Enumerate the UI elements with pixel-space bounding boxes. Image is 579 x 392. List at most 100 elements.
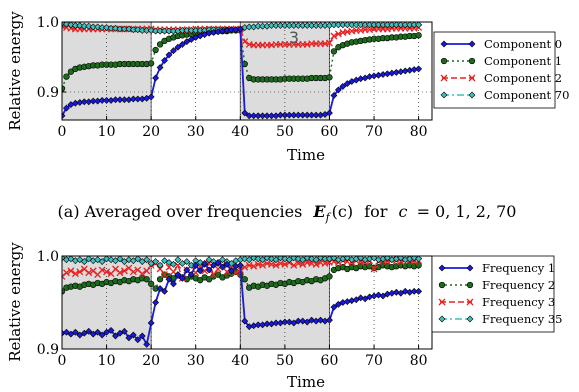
legend-label: Frequency 35 xyxy=(482,312,563,326)
data-point xyxy=(178,40,186,48)
data-point xyxy=(375,22,382,29)
data-point xyxy=(326,109,333,117)
legend-entry: Frequency 1 xyxy=(438,261,555,275)
data-point xyxy=(170,260,177,268)
data-point xyxy=(259,261,267,269)
legend-entry: Component 1 xyxy=(440,54,562,68)
caption-math-arg: (c) xyxy=(332,202,353,221)
data-point xyxy=(227,267,235,275)
data-point xyxy=(281,318,289,326)
data-point xyxy=(125,25,133,33)
data-point xyxy=(366,22,374,29)
data-point xyxy=(410,256,418,262)
data-point xyxy=(250,256,258,262)
data-point xyxy=(103,256,111,263)
data-point xyxy=(174,256,182,264)
data-point xyxy=(308,111,316,119)
legend-marker xyxy=(468,40,476,48)
data-point xyxy=(330,32,338,40)
data-point xyxy=(201,260,209,267)
data-point xyxy=(196,267,204,275)
data-point xyxy=(254,112,262,120)
x-tick-labels: 0 10 20 30 40 50 60 70 80 xyxy=(58,353,428,369)
data-point xyxy=(134,95,142,103)
data-point xyxy=(272,22,280,29)
data-point xyxy=(290,111,298,119)
data-point xyxy=(134,256,142,263)
data-point xyxy=(125,256,133,264)
data-point xyxy=(290,22,298,29)
data-point xyxy=(290,256,298,262)
data-point xyxy=(214,271,222,278)
data-point xyxy=(392,22,400,29)
x-tick-label: 0 xyxy=(58,124,67,140)
data-point xyxy=(71,328,79,336)
data-point xyxy=(210,261,217,269)
data-point xyxy=(343,22,351,29)
data-point xyxy=(241,38,249,46)
data-point xyxy=(80,98,88,106)
data-point xyxy=(187,36,195,43)
chart-bottom: 0 10 20 30 40 50 60 70 80 0.9 1.0 Time Relative e… xyxy=(6,242,563,391)
caption-math-symbol: E xyxy=(312,202,326,221)
y-axis-label: Relative energy xyxy=(6,242,24,362)
legend-label: Frequency 3 xyxy=(482,295,555,309)
legend-entry: Component 2 xyxy=(440,71,562,85)
data-point xyxy=(98,258,106,266)
data-point xyxy=(219,263,226,271)
x-tick-label: 10 xyxy=(98,353,116,369)
data-point xyxy=(85,22,93,30)
data-point xyxy=(281,260,289,268)
data-point xyxy=(196,259,204,266)
legend-marker xyxy=(468,74,476,82)
data-point xyxy=(415,256,423,263)
data-point xyxy=(357,256,365,262)
data-point xyxy=(161,287,168,295)
data-point xyxy=(330,92,338,99)
data-point xyxy=(290,261,298,269)
chart-top: 0 10 20 30 40 50 60 70 80 0.9 1.0 Time Relative e… xyxy=(6,11,569,164)
x-tick-label: 70 xyxy=(365,124,383,140)
data-point xyxy=(148,280,155,288)
x-tick-label: 80 xyxy=(410,353,428,369)
data-point xyxy=(134,336,142,344)
data-point xyxy=(294,256,302,263)
data-point xyxy=(116,256,124,263)
data-point xyxy=(156,265,164,273)
data-point xyxy=(89,23,97,31)
data-point xyxy=(263,320,271,328)
legend-marker xyxy=(440,74,448,82)
data-point xyxy=(170,47,177,55)
legend-marker xyxy=(440,91,448,99)
data-point xyxy=(103,268,111,276)
x-tick-label: 30 xyxy=(187,124,205,140)
band-label: 3 xyxy=(289,28,299,47)
data-point xyxy=(178,26,186,34)
data-point xyxy=(98,96,106,104)
data-point xyxy=(76,22,84,29)
legend-entry: Component 70 xyxy=(440,88,569,102)
data-point xyxy=(277,111,284,119)
data-point xyxy=(241,256,249,263)
data-point xyxy=(285,318,293,326)
data-point xyxy=(330,303,338,311)
y-tick-label: 1.0 xyxy=(37,249,59,265)
data-point xyxy=(85,256,93,263)
data-point xyxy=(156,64,164,71)
data-point xyxy=(415,65,423,73)
data-point xyxy=(103,24,111,32)
data-point xyxy=(183,26,191,34)
data-point xyxy=(152,46,159,54)
data-point xyxy=(383,256,391,262)
x-tick-label: 40 xyxy=(231,353,249,369)
data-point xyxy=(250,112,258,120)
data-point xyxy=(156,261,164,269)
x-tick-label: 50 xyxy=(276,124,294,140)
data-point xyxy=(254,321,262,329)
data-point xyxy=(138,332,146,340)
data-point xyxy=(357,22,365,29)
data-point xyxy=(147,319,155,327)
data-point xyxy=(236,25,244,33)
data-point xyxy=(63,73,70,80)
